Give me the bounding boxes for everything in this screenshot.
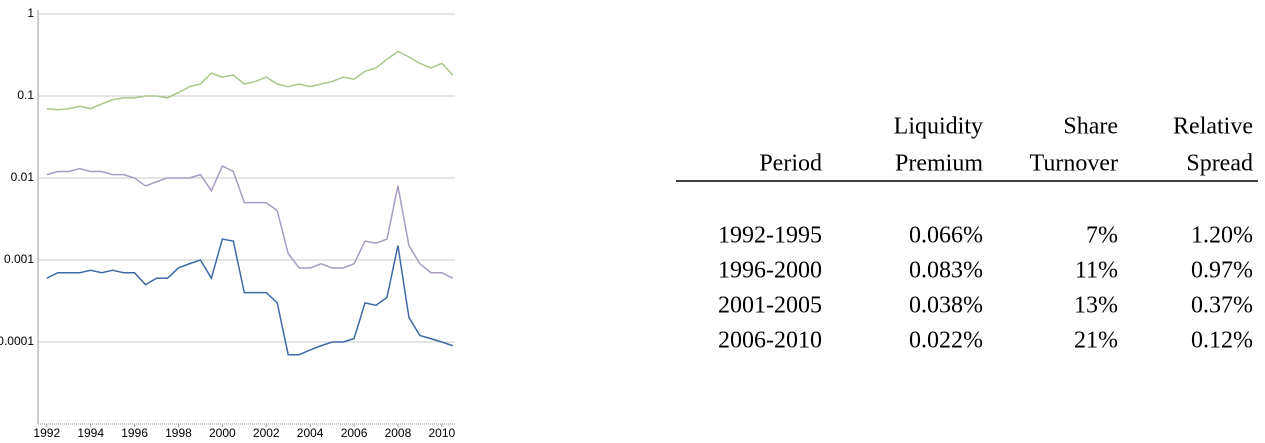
table-cell: 0.066% [909,223,983,249]
table-cell: 2006-2010 [718,328,822,354]
x-tick-label: 2008 [385,426,412,438]
table-cell: 1992-1995 [718,223,822,249]
x-tick-label: 1992 [33,426,60,438]
table-header: Spread [1186,151,1253,177]
table-cell: 0.083% [909,258,983,284]
table-cell: 0.022% [909,328,983,354]
x-tick-label: 1994 [77,426,104,438]
x-tick-label: 1998 [165,426,192,438]
table-cell: 0.97% [1191,258,1253,284]
table-cell: 11% [1075,258,1118,284]
table-cell: 2001-2005 [718,293,822,319]
table-header: Relative [1173,114,1253,140]
table-cell: 7% [1086,223,1118,249]
x-tick-label: 2004 [297,426,324,438]
table-header: Period [759,151,822,177]
table-cell: 1.20% [1191,223,1253,249]
series-line [46,238,454,356]
y-tick-label: 0.1 [17,88,34,102]
table-cell: 0.038% [909,293,983,319]
y-tick-label: 0.001 [4,252,34,266]
table-cell: 0.12% [1191,328,1253,354]
y-tick-label: 1 [27,6,34,20]
y-tick-label: 0.01 [11,170,35,184]
table-header: Turnover [1030,151,1118,177]
table-cell: 13% [1074,293,1118,319]
x-tick-label: 2000 [209,426,236,438]
table-header: Share [1063,114,1118,140]
series-line [46,50,454,111]
x-tick-label: 2006 [341,426,368,438]
x-tick-label: 2010 [428,426,455,438]
table-header: Liquidity [894,114,983,140]
x-tick-label: 1996 [121,426,148,438]
table-cell: 1996-2000 [718,258,822,284]
x-tick-label: 2002 [253,426,280,438]
series-line [46,164,454,279]
table-cell: 0.37% [1191,293,1253,319]
table-cell: 21% [1074,328,1118,354]
table-header: Premium [895,151,983,177]
y-tick-label: 0.0001 [0,334,34,348]
